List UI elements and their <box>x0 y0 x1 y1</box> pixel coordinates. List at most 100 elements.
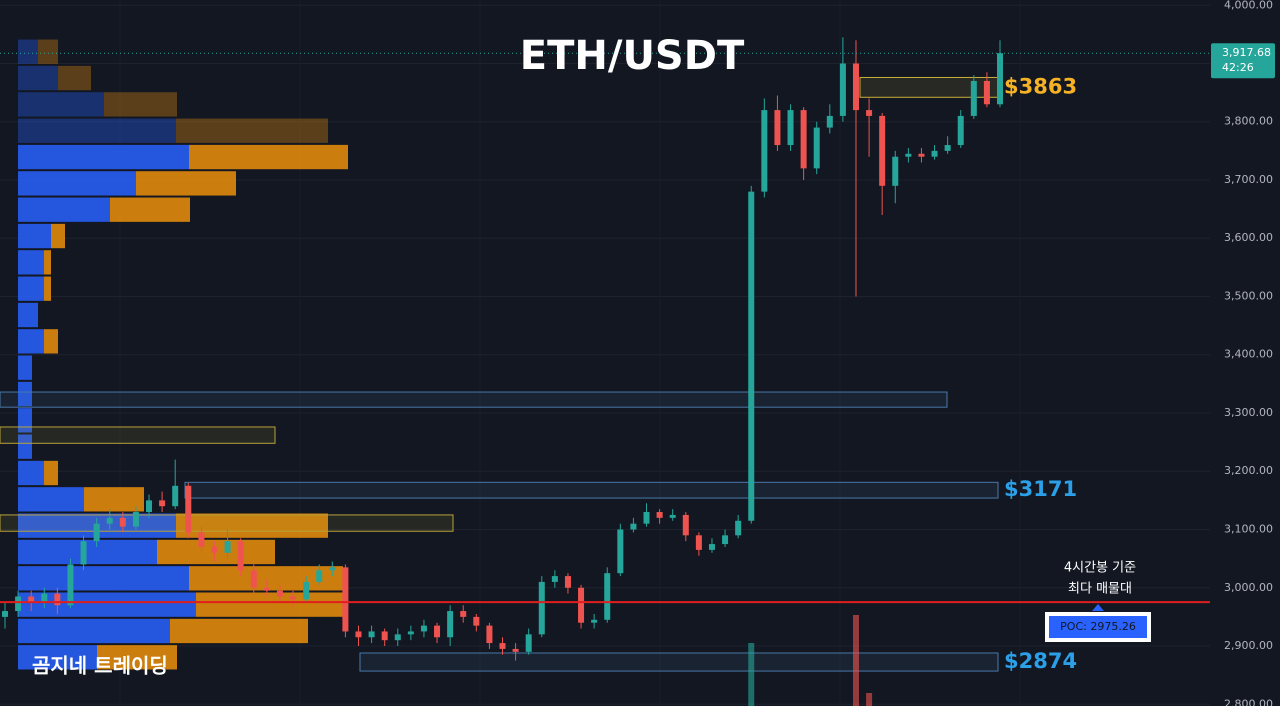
candle-body <box>447 611 454 638</box>
candle-body <box>931 150 938 157</box>
candle-body <box>159 500 166 507</box>
candle-body <box>525 634 532 652</box>
profile-sell <box>104 92 177 117</box>
candle-body <box>355 631 362 638</box>
candle-body <box>460 611 467 617</box>
zone <box>0 391 948 408</box>
zone <box>859 76 999 98</box>
profile-buy <box>18 618 170 644</box>
y-tick-label: 3,400.00 <box>1224 348 1273 361</box>
candle-body <box>185 485 192 533</box>
candle-body <box>93 523 100 542</box>
candle-body <box>250 570 257 588</box>
candle-body <box>695 535 702 550</box>
profile-buy <box>18 355 32 380</box>
candle-body <box>119 517 126 527</box>
candle-body <box>983 80 990 105</box>
candle-body <box>852 63 859 111</box>
candle-body <box>211 546 218 553</box>
candle-body <box>957 115 964 146</box>
profile-sell <box>84 487 144 512</box>
candle-body <box>132 512 139 527</box>
profile-buy <box>18 381 32 407</box>
profile-buy <box>18 434 32 459</box>
candle-body <box>316 570 323 582</box>
candle-body <box>643 512 650 524</box>
candle-body <box>997 53 1003 105</box>
candle-body <box>669 514 676 518</box>
candle-body <box>394 634 401 641</box>
candle-body <box>407 631 414 635</box>
countdown: 42:26 <box>1222 61 1254 74</box>
zone <box>359 652 999 672</box>
profile-buy <box>18 566 189 591</box>
candle-body <box>224 541 231 553</box>
profile-buy <box>18 118 176 143</box>
candle-body <box>368 631 375 638</box>
candle-body <box>617 529 624 574</box>
candle-body <box>918 153 925 157</box>
candle-body <box>735 520 742 536</box>
candle-body <box>944 145 951 151</box>
candle-body <box>381 631 388 641</box>
zone-label: $2874 <box>1004 649 1077 673</box>
poc-note: 최다 매물대 <box>1068 582 1132 597</box>
y-tick-label: 3,700.00 <box>1224 173 1273 186</box>
profile-sell <box>170 618 308 644</box>
candle-body <box>303 581 310 600</box>
profile-buy <box>18 487 84 512</box>
profile-sell <box>136 171 236 196</box>
profile-buy <box>18 408 32 433</box>
profile-sell <box>176 118 328 143</box>
candle-body <box>146 500 153 513</box>
candle-body <box>538 581 545 635</box>
poc-label: POC: 2975.26 <box>1060 620 1136 633</box>
candle-body <box>276 590 283 597</box>
profile-buy <box>18 592 196 617</box>
candle-body <box>263 587 270 591</box>
candle-body <box>722 535 729 545</box>
watermark: 곰지네 트레이딩 <box>32 654 168 678</box>
candle-body <box>551 576 558 582</box>
profile-buy <box>18 250 44 275</box>
zones: $3863 $3171 $2874 <box>0 74 1077 673</box>
y-tick-label: 3,200.00 <box>1224 464 1273 477</box>
candle-body <box>329 567 336 571</box>
profile-buy <box>18 144 189 170</box>
profile-buy <box>18 539 157 565</box>
candle-body <box>604 573 611 620</box>
candle-body <box>787 110 794 146</box>
volume-profile <box>18 39 348 670</box>
profile-sell <box>110 197 190 222</box>
y-tick-label: 3,600.00 <box>1224 231 1273 244</box>
profile-sell <box>44 329 58 354</box>
candle-body <box>761 110 768 192</box>
volume-bar <box>866 693 873 706</box>
volume-bar <box>852 615 859 706</box>
y-tick-label: 2,800.00 <box>1224 697 1273 706</box>
candle-body <box>970 80 977 116</box>
candle-body <box>237 541 244 571</box>
candle-body <box>656 512 663 518</box>
profile-sell <box>196 592 347 617</box>
candle-body <box>2 611 8 617</box>
candle-body <box>800 110 807 169</box>
profile-sell <box>44 276 51 301</box>
candle-body <box>708 544 715 550</box>
profile-buy <box>18 171 136 196</box>
profile-buy <box>18 460 44 486</box>
candle-body <box>879 115 886 186</box>
volume <box>748 615 873 706</box>
candle-body <box>682 514 689 536</box>
poc-pointer <box>1092 604 1104 611</box>
y-tick-label: 4,000.00 <box>1224 0 1273 11</box>
y-tick-label: 3,300.00 <box>1224 406 1273 419</box>
candle-body <box>198 532 205 547</box>
candle-body <box>41 593 48 603</box>
candle-body <box>892 156 899 186</box>
candle-body <box>420 625 427 632</box>
candle-body <box>499 643 506 649</box>
